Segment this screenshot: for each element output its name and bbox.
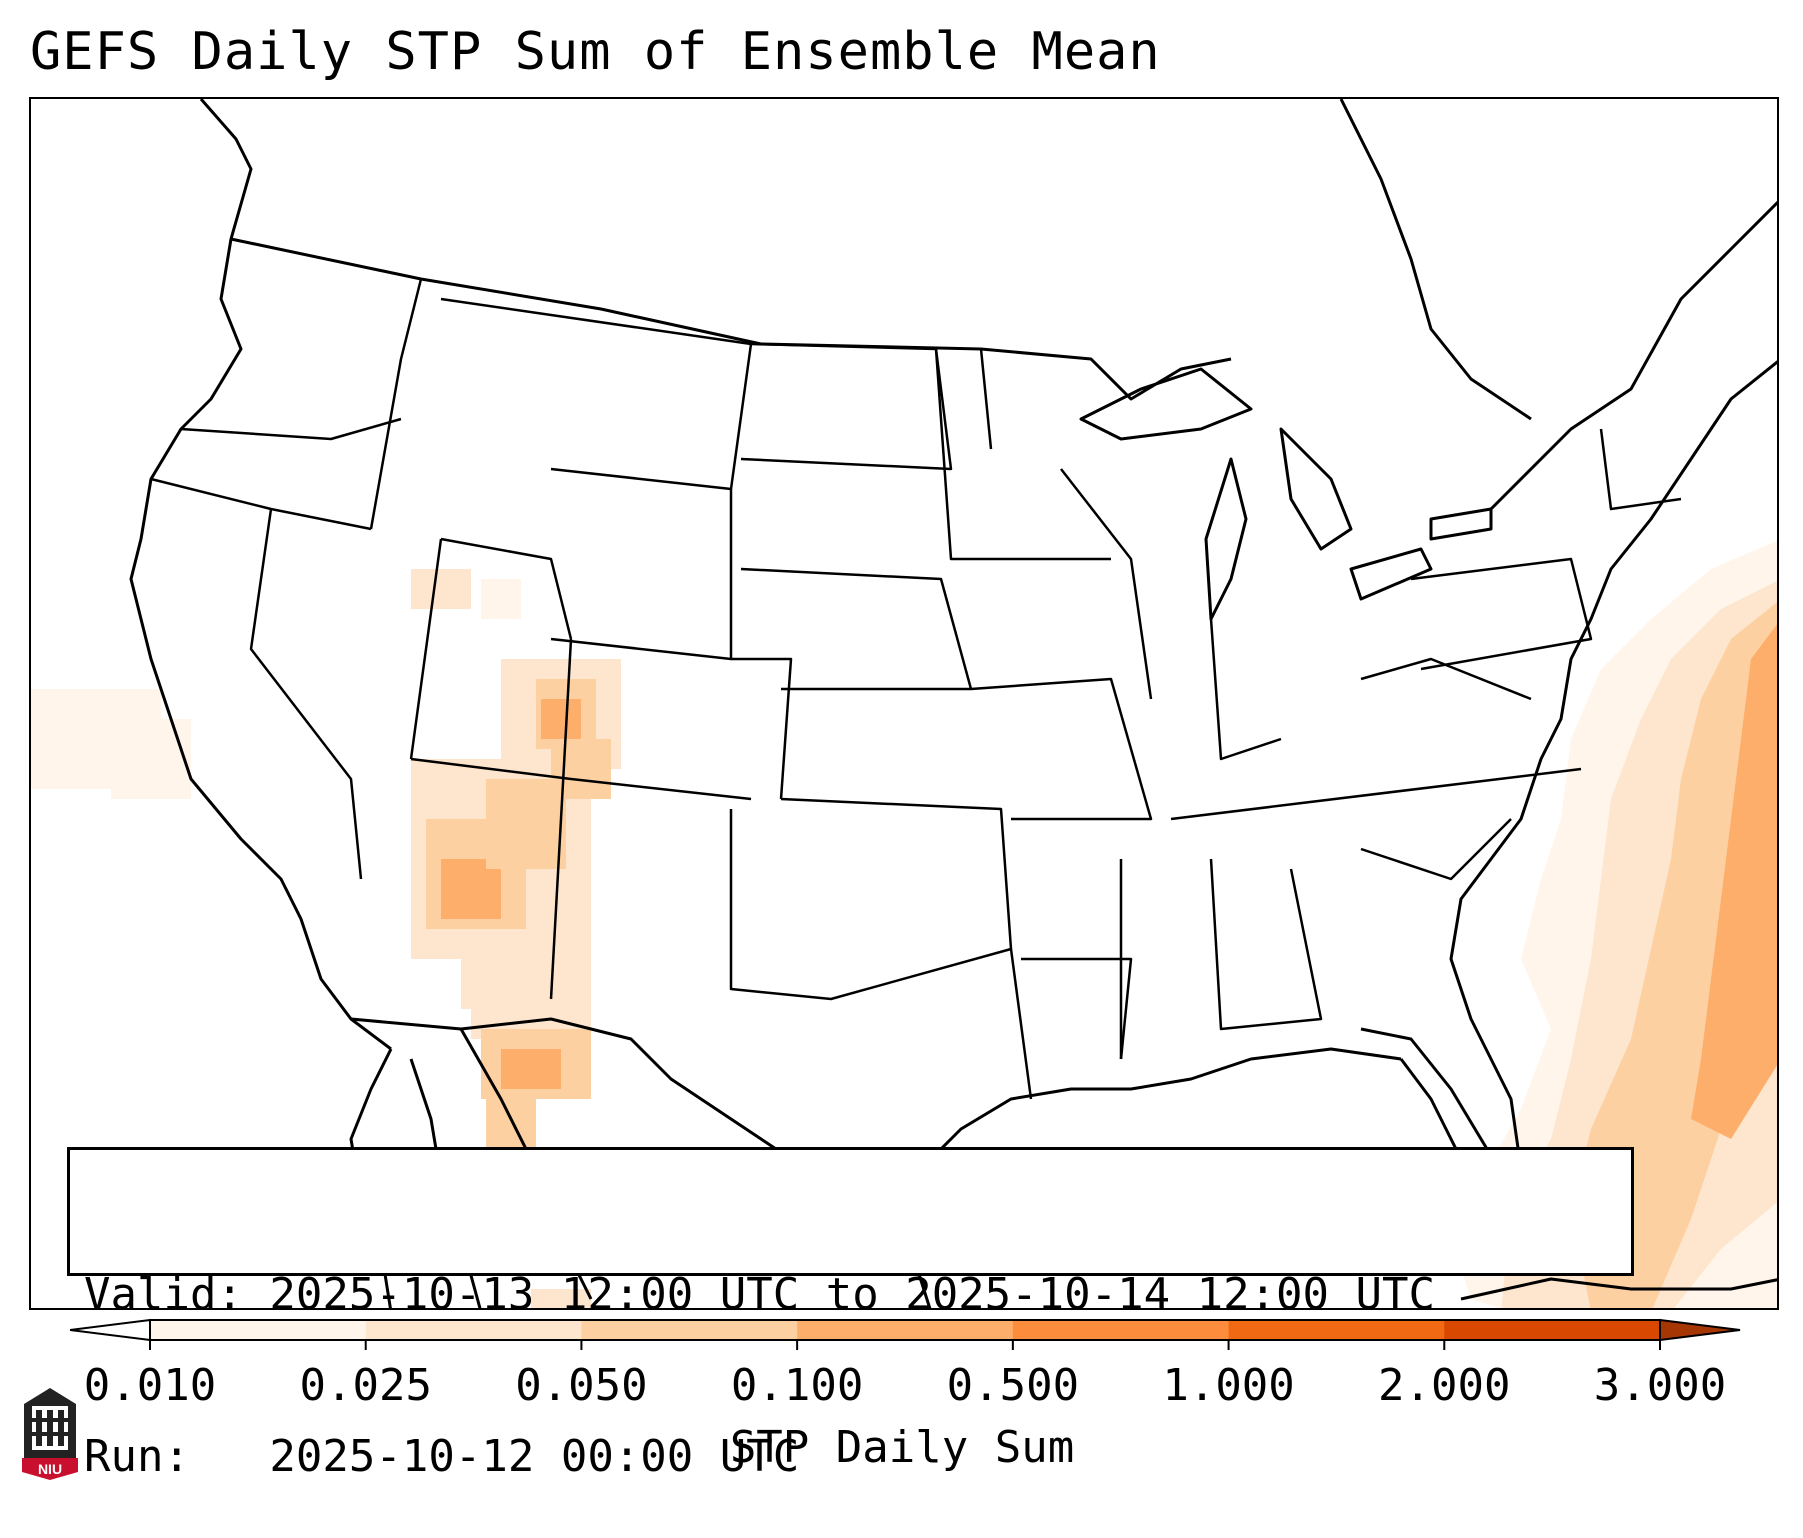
state-line-ky-tn — [1170, 767, 1582, 821]
colorbar-ticks — [149, 1340, 1661, 1350]
state-line-nd-mn-canada — [979, 348, 993, 450]
colorbar-tick-label: 2.000 — [1378, 1360, 1511, 1411]
colorbar-extend-max — [1659, 1318, 1741, 1342]
state-line-nv-ut — [409, 538, 443, 760]
colorbar-segment — [150, 1320, 367, 1340]
state-line-mo-ar — [970, 677, 1153, 821]
stp-shading — [31, 540, 1777, 1308]
state-line-wi-il — [1060, 468, 1153, 700]
stp-field-pacific — [31, 689, 191, 799]
colorbar-tick-label: 3.000 — [1593, 1360, 1727, 1411]
colorbar-segments — [149, 1319, 1661, 1341]
colorbar-tick-label: 1.000 — [1162, 1360, 1295, 1411]
state-line-wa-or — [180, 417, 402, 441]
lake-huron — [1279, 427, 1353, 551]
valid-time-text: Valid: 2025-10-13 12:00 UTC to 2025-10-1… — [84, 1269, 1436, 1320]
state-line-co-ks — [731, 657, 793, 800]
west-coastline — [129, 99, 392, 1051]
colorbar-tick-label: 0.500 — [946, 1360, 1080, 1411]
state-line-az-nm — [549, 638, 573, 1000]
stp-field-atlantic — [1451, 540, 1777, 1308]
colorbar-segment — [1444, 1320, 1661, 1340]
state-line-la-ms — [1021, 957, 1133, 1060]
map-panel — [29, 97, 1779, 1310]
logo-text: NIU — [38, 1461, 62, 1477]
state-line-me-nh — [1599, 428, 1682, 511]
lake-michigan — [1204, 457, 1248, 621]
colorbar-tick-label: 0.010 — [83, 1360, 217, 1411]
run-time-text: Run: 2025-10-12 00:00 UTC — [84, 1431, 800, 1482]
lake-ontario — [1429, 507, 1493, 541]
colorbar-segment — [581, 1320, 798, 1340]
state-line-ne — [740, 567, 973, 691]
northeast-border — [1489, 200, 1777, 511]
stp-field-four-corners — [411, 569, 621, 1009]
state-line-va-wv — [1360, 657, 1532, 701]
state-line-ut-az — [410, 757, 572, 781]
lake-erie — [1349, 547, 1433, 601]
hudson-bay-shore — [1339, 99, 1532, 421]
niu-castle-logo-icon: NIU — [22, 1388, 78, 1480]
state-line-idaho-east — [369, 278, 423, 530]
state-boundaries — [150, 278, 1682, 1100]
us-map — [31, 99, 1777, 1308]
state-line-or-ca-nv — [150, 477, 372, 531]
colorbar-segment — [1012, 1320, 1230, 1340]
state-line-co-nm — [570, 777, 752, 801]
colorbar-segment — [797, 1320, 1014, 1340]
colorbar-segment — [365, 1320, 582, 1340]
state-line-ks-ok — [780, 797, 1013, 950]
state-line-sc-nc — [1360, 818, 1512, 881]
state-line-ut-co-wy — [440, 537, 573, 640]
state-line-tx — [729, 809, 1033, 1100]
colorbar-segment — [1228, 1320, 1445, 1340]
state-line-mn-ia — [934, 348, 1111, 561]
colorbar-tick-label: 0.050 — [515, 1360, 648, 1411]
lake-superior — [1079, 367, 1253, 441]
valid-run-info-box: Valid: 2025-10-13 12:00 UTC to 2025-10-1… — [67, 1147, 1634, 1482]
colorbar-label: STP Daily Sum — [729, 1422, 1075, 1473]
state-line-nd-sd — [740, 342, 953, 471]
state-line-al-ga — [1209, 858, 1323, 1031]
state-line-pa-ny — [1410, 557, 1593, 671]
state-line-ca-nv — [249, 508, 363, 880]
chart-title: GEFS Daily STP Sum of Ensemble Mean — [30, 22, 1161, 82]
state-line-in-oh — [1209, 618, 1282, 761]
colorbar — [70, 1318, 1741, 1350]
colorbar-tick-label: 0.025 — [299, 1360, 432, 1411]
state-line-mt — [440, 297, 753, 490]
state-line-wy — [550, 467, 733, 661]
canada-border — [230, 237, 1232, 401]
colorbar-tick-label: 0.100 — [730, 1360, 864, 1411]
cuba-outline — [1460, 1277, 1777, 1301]
colorbar-extend-min — [70, 1318, 151, 1342]
